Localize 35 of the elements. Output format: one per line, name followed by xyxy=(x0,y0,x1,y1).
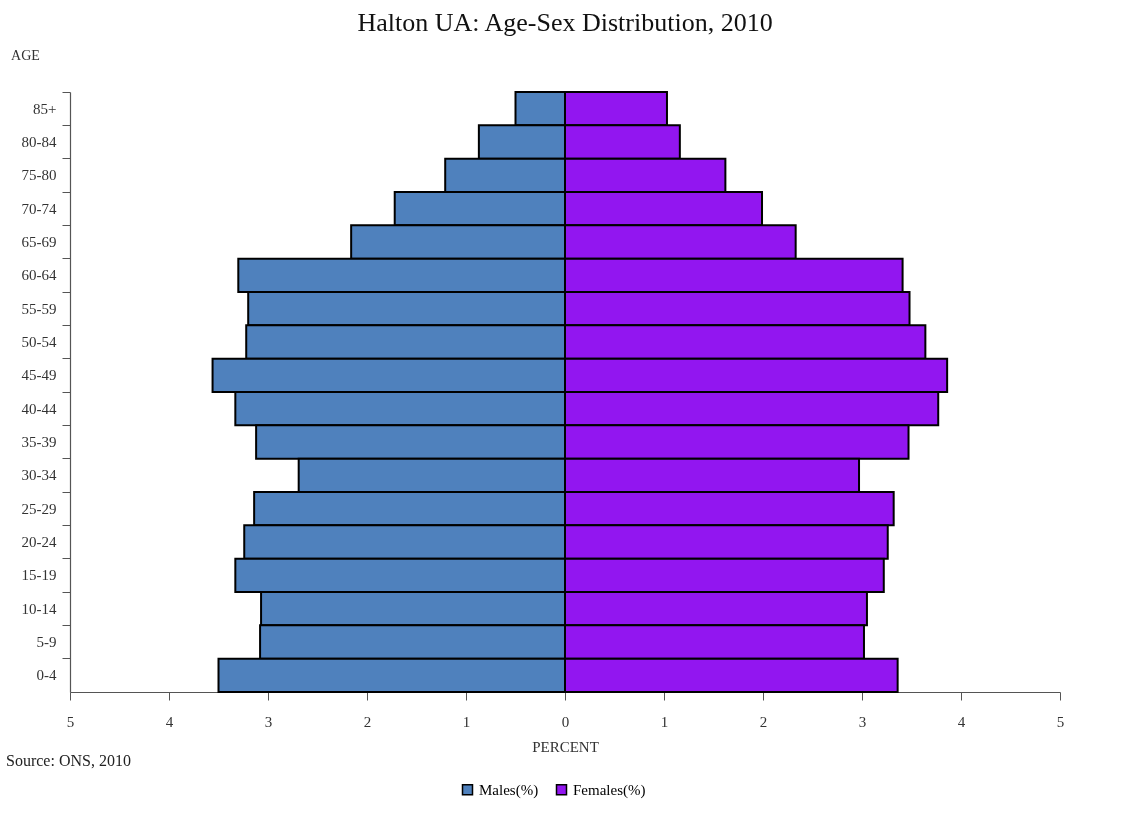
x-tick-label: 5 xyxy=(1056,713,1065,730)
legend-label: Males(%) xyxy=(479,781,539,799)
y-tick-label: 20-24 xyxy=(21,534,57,550)
y-tick-label: 25-29 xyxy=(21,500,57,517)
x-tick-label: 5 xyxy=(66,713,75,730)
y-tick-label: 80-84 xyxy=(21,134,57,150)
y-tick-label: 65-69 xyxy=(21,234,57,250)
y-tick-label: 5-9 xyxy=(36,634,57,650)
x-tick-label: 0 xyxy=(561,713,570,730)
y-tick-label: 55-59 xyxy=(21,300,57,317)
x-tick-label: 1 xyxy=(462,713,471,730)
y-tick-label: 60-64 xyxy=(21,267,57,284)
source-note: Source: ONS, 2010 xyxy=(6,752,131,770)
y-tick-label: 50-54 xyxy=(21,334,57,350)
x-tick-label: 2 xyxy=(363,713,372,730)
x-tick-label: 2 xyxy=(759,713,768,730)
y-tick-label: 70-74 xyxy=(21,200,57,217)
y-tick-label: 15-19 xyxy=(21,567,57,584)
chart-title: Halton UA: Age-Sex Distribution, 2010 xyxy=(357,8,773,37)
x-tick-label: 3 xyxy=(858,713,867,730)
x-tick-label: 4 xyxy=(957,713,966,730)
y-tick-label: 40-44 xyxy=(21,400,57,417)
x-tick-label: 1 xyxy=(660,713,669,730)
y-tick-label: 35-39 xyxy=(21,434,57,450)
y-tick-label: 75-80 xyxy=(21,167,57,184)
x-tick-label: 3 xyxy=(264,713,273,730)
y-tick-label: 10-14 xyxy=(21,600,57,617)
x-axis-title: PERCENT xyxy=(532,738,599,755)
y-tick-label: 30-34 xyxy=(21,467,57,484)
x-tick-label: 4 xyxy=(165,713,174,730)
y-tick-label: 0-4 xyxy=(36,667,57,684)
y-tick-label: 85+ xyxy=(33,100,57,117)
y-tick-label: 45-49 xyxy=(21,367,57,384)
y-axis-title: AGE xyxy=(11,47,40,63)
legend-label: Females(%) xyxy=(573,781,646,799)
